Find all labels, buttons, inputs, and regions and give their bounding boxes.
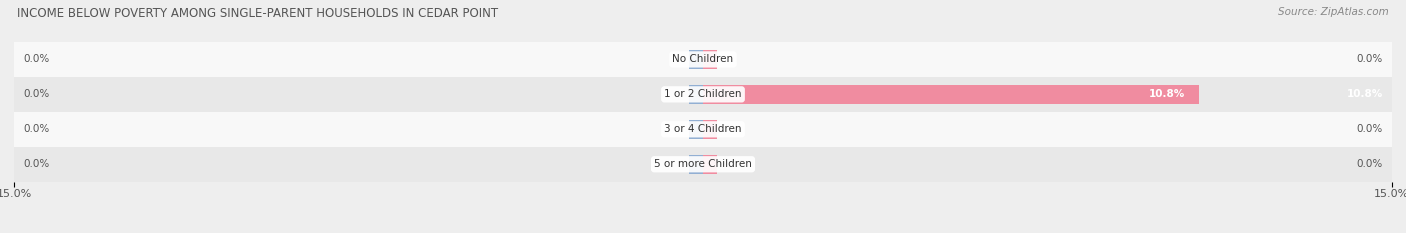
Text: 5 or more Children: 5 or more Children [654, 159, 752, 169]
Bar [14, 77, 1392, 112]
Text: 0.0%: 0.0% [24, 159, 49, 169]
Bar [689, 50, 703, 69]
Text: INCOME BELOW POVERTY AMONG SINGLE-PARENT HOUSEHOLDS IN CEDAR POINT: INCOME BELOW POVERTY AMONG SINGLE-PARENT… [17, 7, 498, 20]
Text: 0.0%: 0.0% [24, 124, 49, 134]
Bar [14, 42, 1392, 77]
Bar [14, 147, 1392, 182]
Text: 0.0%: 0.0% [24, 55, 49, 64]
Text: 10.8%: 10.8% [1347, 89, 1382, 99]
Text: 0.0%: 0.0% [1357, 159, 1382, 169]
Bar [703, 85, 1199, 104]
Text: 0.0%: 0.0% [1357, 55, 1382, 64]
Bar [703, 120, 717, 139]
Text: 10.8%: 10.8% [1149, 89, 1185, 99]
Text: 0.0%: 0.0% [24, 89, 49, 99]
Bar [703, 155, 717, 174]
Text: No Children: No Children [672, 55, 734, 64]
Bar [703, 50, 717, 69]
Bar [689, 120, 703, 139]
Text: 1 or 2 Children: 1 or 2 Children [664, 89, 742, 99]
Bar [703, 85, 717, 104]
Text: 0.0%: 0.0% [1357, 124, 1382, 134]
Bar [14, 112, 1392, 147]
Bar [689, 85, 703, 104]
Text: Source: ZipAtlas.com: Source: ZipAtlas.com [1278, 7, 1389, 17]
Text: 3 or 4 Children: 3 or 4 Children [664, 124, 742, 134]
Bar [689, 155, 703, 174]
